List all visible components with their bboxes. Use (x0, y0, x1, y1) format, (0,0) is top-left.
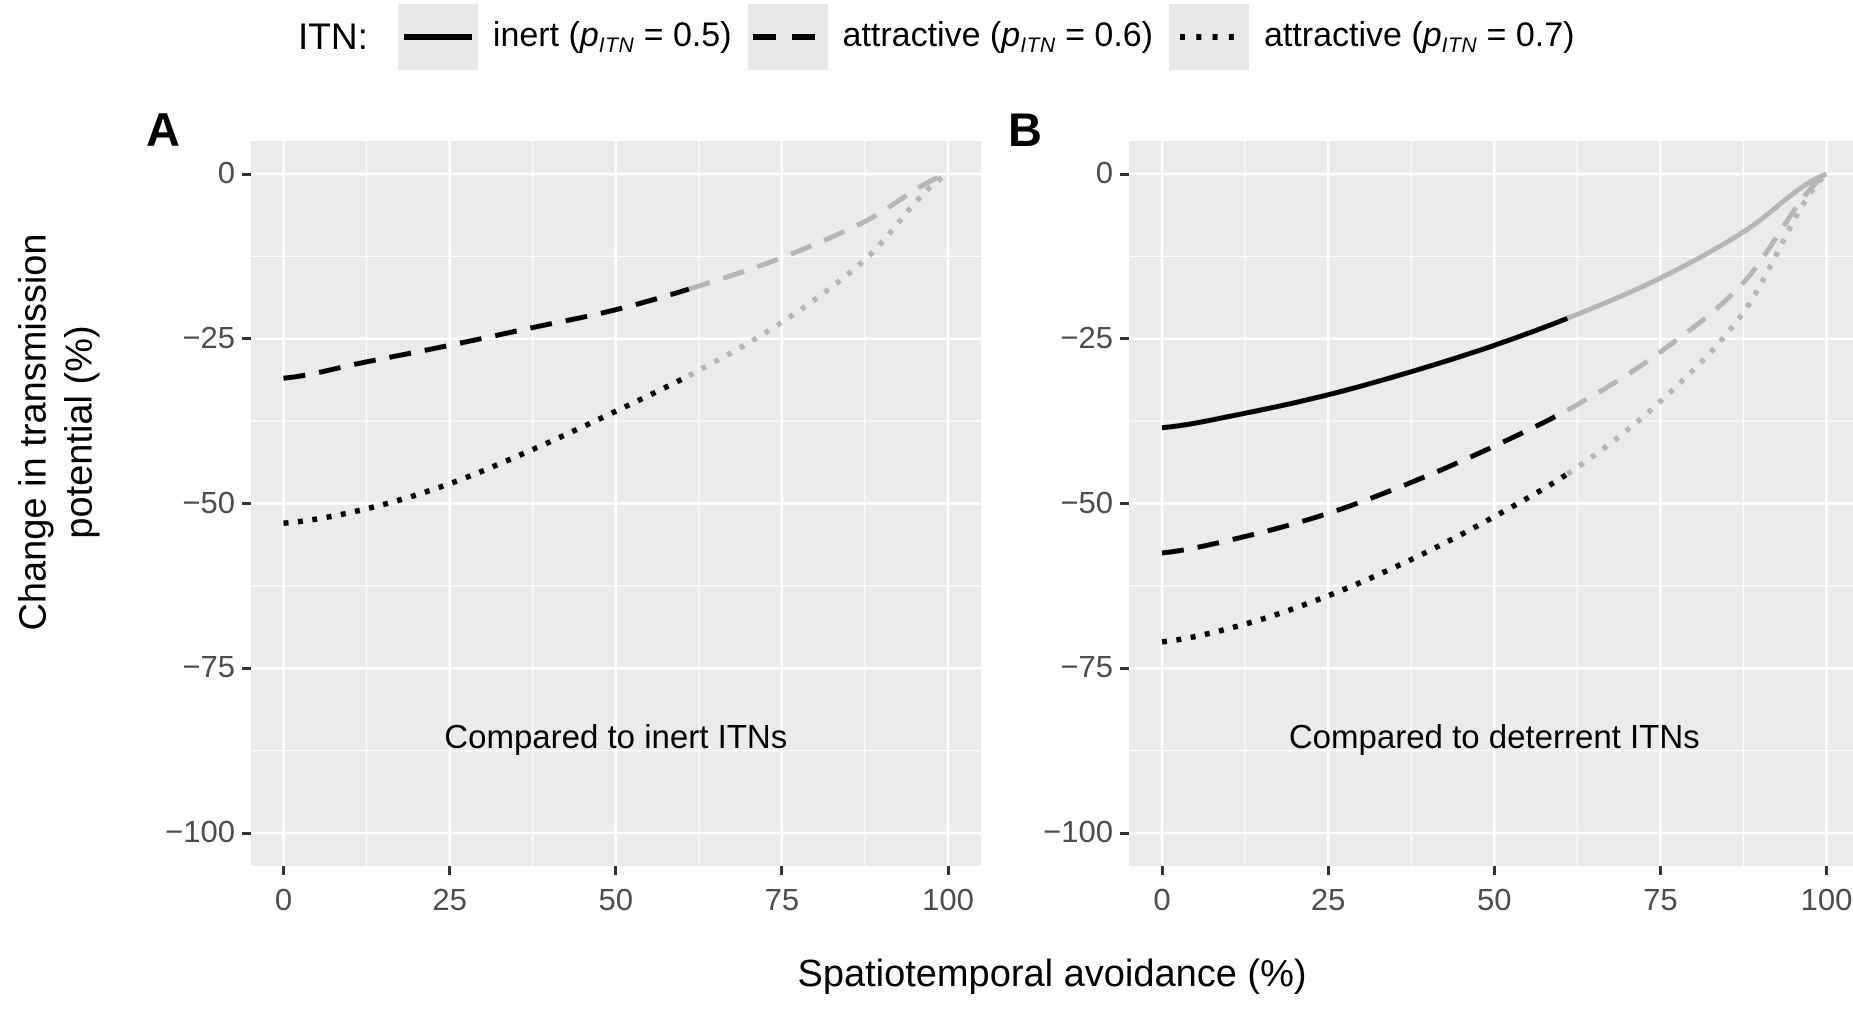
y-tick-mark (242, 502, 251, 505)
y-tick-label: −75 (1060, 649, 1113, 685)
panel-a-annotation: Compared to inert ITNs (444, 718, 788, 756)
x-tick-label: 25 (432, 882, 467, 917)
curve-dashed-gray-segment (1566, 172, 1829, 413)
p-symbol: p (1001, 16, 1021, 55)
x-tick-label: 0 (1153, 882, 1171, 917)
y-tick-label: −25 (182, 319, 235, 355)
legend-label: attractive (pITN = 0.6) (843, 16, 1153, 58)
legend-label-text: attractive ( (1264, 16, 1423, 55)
y-tick-label: 0 (1095, 155, 1113, 190)
legend-item-inert: inert (pITN = 0.5) (397, 4, 732, 70)
x-tick-mark (1658, 866, 1662, 875)
dotted-line-key-icon (1169, 4, 1249, 70)
legend-label-text: attractive ( (842, 16, 1002, 55)
y-tick-label: −100 (1043, 814, 1113, 849)
x-axis-title: Spatiotemporal avoidance (%) (797, 953, 1307, 995)
legend-item-attractive-07: attractive (pITN = 0.7) (1169, 4, 1574, 70)
curve-dashed (1161, 407, 1569, 556)
dashed-line-key-icon (747, 4, 828, 70)
y-tick-mark (242, 831, 251, 835)
panel-a-plot-area (251, 141, 981, 866)
legend-label: inert (pITN = 0.5) (493, 16, 732, 58)
y-tick-label: −100 (165, 814, 235, 849)
y-tick-mark (242, 666, 251, 670)
legend-title: ITN: (298, 16, 368, 57)
p-symbol: p (579, 16, 599, 55)
curve-dotted-gray-segment (1565, 172, 1829, 477)
y-tick-label: −75 (182, 649, 235, 685)
curve-dotted (283, 373, 691, 527)
curve-solid-gray-segment (1566, 171, 1828, 321)
p-subscript: ITN (598, 33, 635, 57)
y-tick-mark (242, 337, 251, 341)
plot-panel-a (251, 141, 981, 866)
x-tick-label: 0 (274, 882, 293, 917)
y-tick-mark (1120, 172, 1129, 176)
panel-b-annotation: Compared to deterrent ITNs (1288, 718, 1700, 756)
legend-label: attractive (pITN = 0.7) (1264, 16, 1574, 58)
x-tick-mark (1825, 866, 1828, 875)
x-tick-mark (448, 866, 452, 875)
p-subscript: ITN (1441, 33, 1478, 57)
x-tick-mark (780, 866, 784, 875)
x-tick-label: 50 (598, 882, 633, 917)
panel-b-label: B (1008, 103, 1042, 156)
x-tick-mark (614, 866, 618, 875)
curve-solid (1161, 316, 1569, 431)
x-tick-mark (282, 866, 285, 875)
p-subscript: ITN (1020, 33, 1056, 57)
curve-dashed (283, 286, 690, 381)
x-tick-label: 100 (922, 882, 974, 917)
legend-label-text: inert ( (492, 16, 580, 55)
y-tick-label: −25 (1060, 319, 1113, 355)
legend-item-attractive-06: attractive (pITN = 0.6) (747, 4, 1153, 70)
y-axis-title: Change in transmission potential (%) (11, 233, 102, 630)
solid-line-key-icon (397, 4, 478, 70)
plot-panel-b (1129, 141, 1853, 866)
y-tick-mark (1120, 831, 1129, 835)
y-tick-label: −50 (1060, 484, 1113, 520)
x-tick-label: 75 (1643, 882, 1678, 917)
y-tick-mark (1120, 502, 1129, 505)
legend: ITN: inert (pITN = 0.5) attractive (pITN… (298, 4, 1574, 70)
y-axis-title-line1: Change in transmission (12, 233, 55, 631)
legend-label-value: = 0.7) (1477, 16, 1575, 55)
y-tick-mark (1120, 666, 1129, 670)
x-tick-mark (1160, 866, 1164, 875)
x-tick-mark (1492, 866, 1496, 875)
y-tick-label: 0 (217, 155, 235, 190)
x-tick-mark (946, 866, 950, 875)
y-tick-mark (242, 172, 251, 176)
legend-label-value: = 0.6) (1055, 16, 1153, 55)
x-tick-mark (1326, 866, 1330, 875)
p-symbol: p (1422, 16, 1442, 55)
x-tick-label: 75 (764, 882, 800, 917)
y-tick-mark (1120, 337, 1129, 341)
panel-a-label: A (146, 103, 180, 156)
curve-dashed-gray-segment (688, 171, 949, 292)
x-tick-label: 25 (1310, 882, 1346, 917)
x-tick-label: 50 (1477, 882, 1512, 917)
curve-dotted (1161, 471, 1569, 645)
y-tick-label: −50 (182, 484, 235, 520)
x-tick-label: 100 (1800, 882, 1853, 917)
panel-b-plot-area (1129, 141, 1853, 866)
legend-label-value: = 0.5) (634, 16, 732, 55)
